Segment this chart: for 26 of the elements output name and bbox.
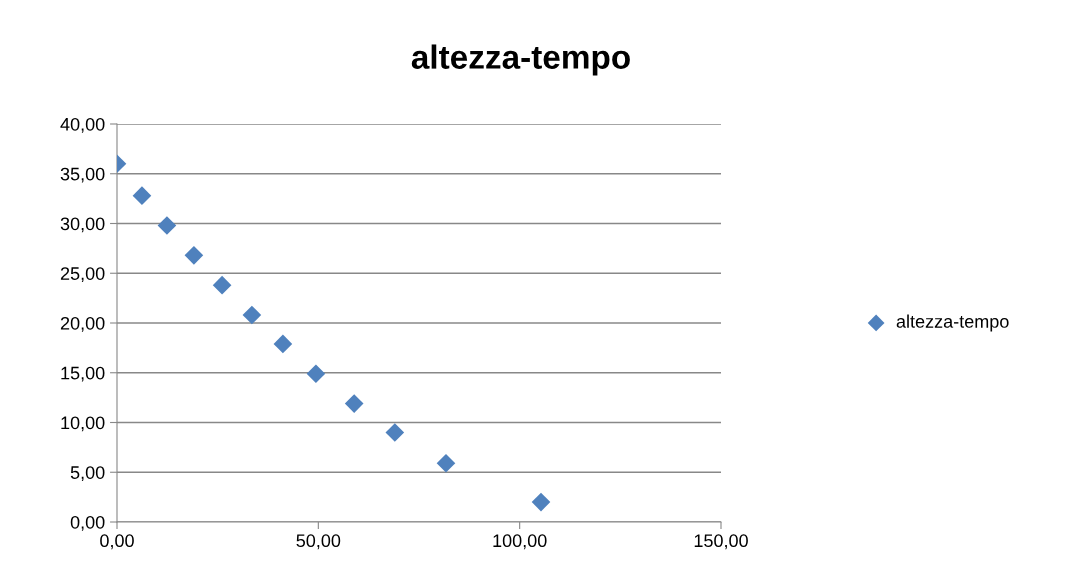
y-tick-label: 20,00 — [60, 316, 105, 332]
point — [344, 394, 364, 413]
x-tick-label: 50,00 — [296, 534, 341, 550]
point — [212, 275, 232, 295]
point — [184, 246, 204, 265]
y-tick-label: 30,00 — [60, 217, 105, 233]
point — [157, 216, 177, 235]
x-tick-label: 100,00 — [493, 534, 547, 550]
y-tick-label: 15,00 — [61, 366, 105, 382]
point — [306, 364, 326, 384]
y-tick-label: 35,00 — [60, 167, 105, 183]
x-tick-label: 150,00 — [694, 534, 748, 550]
point — [436, 453, 456, 473]
y-tick-label: 25,00 — [60, 267, 105, 283]
point — [385, 423, 405, 442]
y-tick-label: 10,00 — [61, 416, 105, 432]
y-tick-label: 40,00 — [60, 117, 105, 133]
point — [242, 305, 262, 325]
y-tick-label: 0,00 — [70, 515, 105, 531]
chart-title: altezza-tempo — [411, 44, 630, 76]
point — [132, 186, 152, 205]
y-tick-label: 5,00 — [70, 466, 105, 482]
point — [531, 492, 551, 512]
x-tick-label: 0,00 — [100, 534, 134, 550]
legend-label: altezza-tempo — [896, 314, 1009, 332]
point — [273, 334, 293, 354]
